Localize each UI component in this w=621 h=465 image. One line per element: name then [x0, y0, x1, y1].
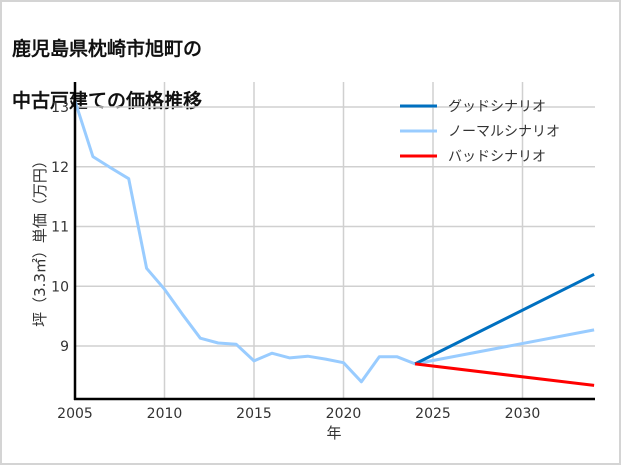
y-axis-label: 坪（3.3㎡）単価（万円） [31, 153, 49, 327]
y-tick-label: 9 [60, 339, 69, 355]
series-line [414, 272, 595, 366]
x-axis-label: 年 [326, 424, 341, 442]
y-tick-label: 12 [51, 160, 69, 176]
y-axis-ticks: 9 10 11 12 13 [51, 100, 69, 355]
x-tick-label: 2025 [415, 406, 451, 422]
legend-label: グッドシナリオ [448, 99, 546, 115]
x-tick-label: 2020 [326, 406, 362, 422]
legend-label: ノーマルシナリオ [448, 124, 560, 140]
title-line-1: 鹿児島県枕崎市旭町の [12, 38, 203, 60]
x-axis-ticks: 2005 2010 2015 2020 2025 2030 [57, 406, 540, 422]
legend-label: バッドシナリオ [448, 149, 546, 165]
x-tick-label: 2005 [57, 406, 93, 422]
y-tick-label: 10 [51, 279, 69, 295]
axes [73, 82, 595, 401]
y-tick-label: 11 [51, 220, 69, 236]
series-line [414, 362, 595, 387]
series-line [73, 100, 595, 384]
x-tick-label: 2030 [505, 406, 541, 422]
data-lines [73, 100, 595, 387]
chart-title: 鹿児島県枕崎市旭町の 中古戸建ての価格推移 [12, 10, 202, 140]
x-tick-label: 2010 [147, 406, 183, 422]
y-tick-label: 13 [51, 100, 69, 116]
x-tick-label: 2015 [236, 406, 272, 422]
